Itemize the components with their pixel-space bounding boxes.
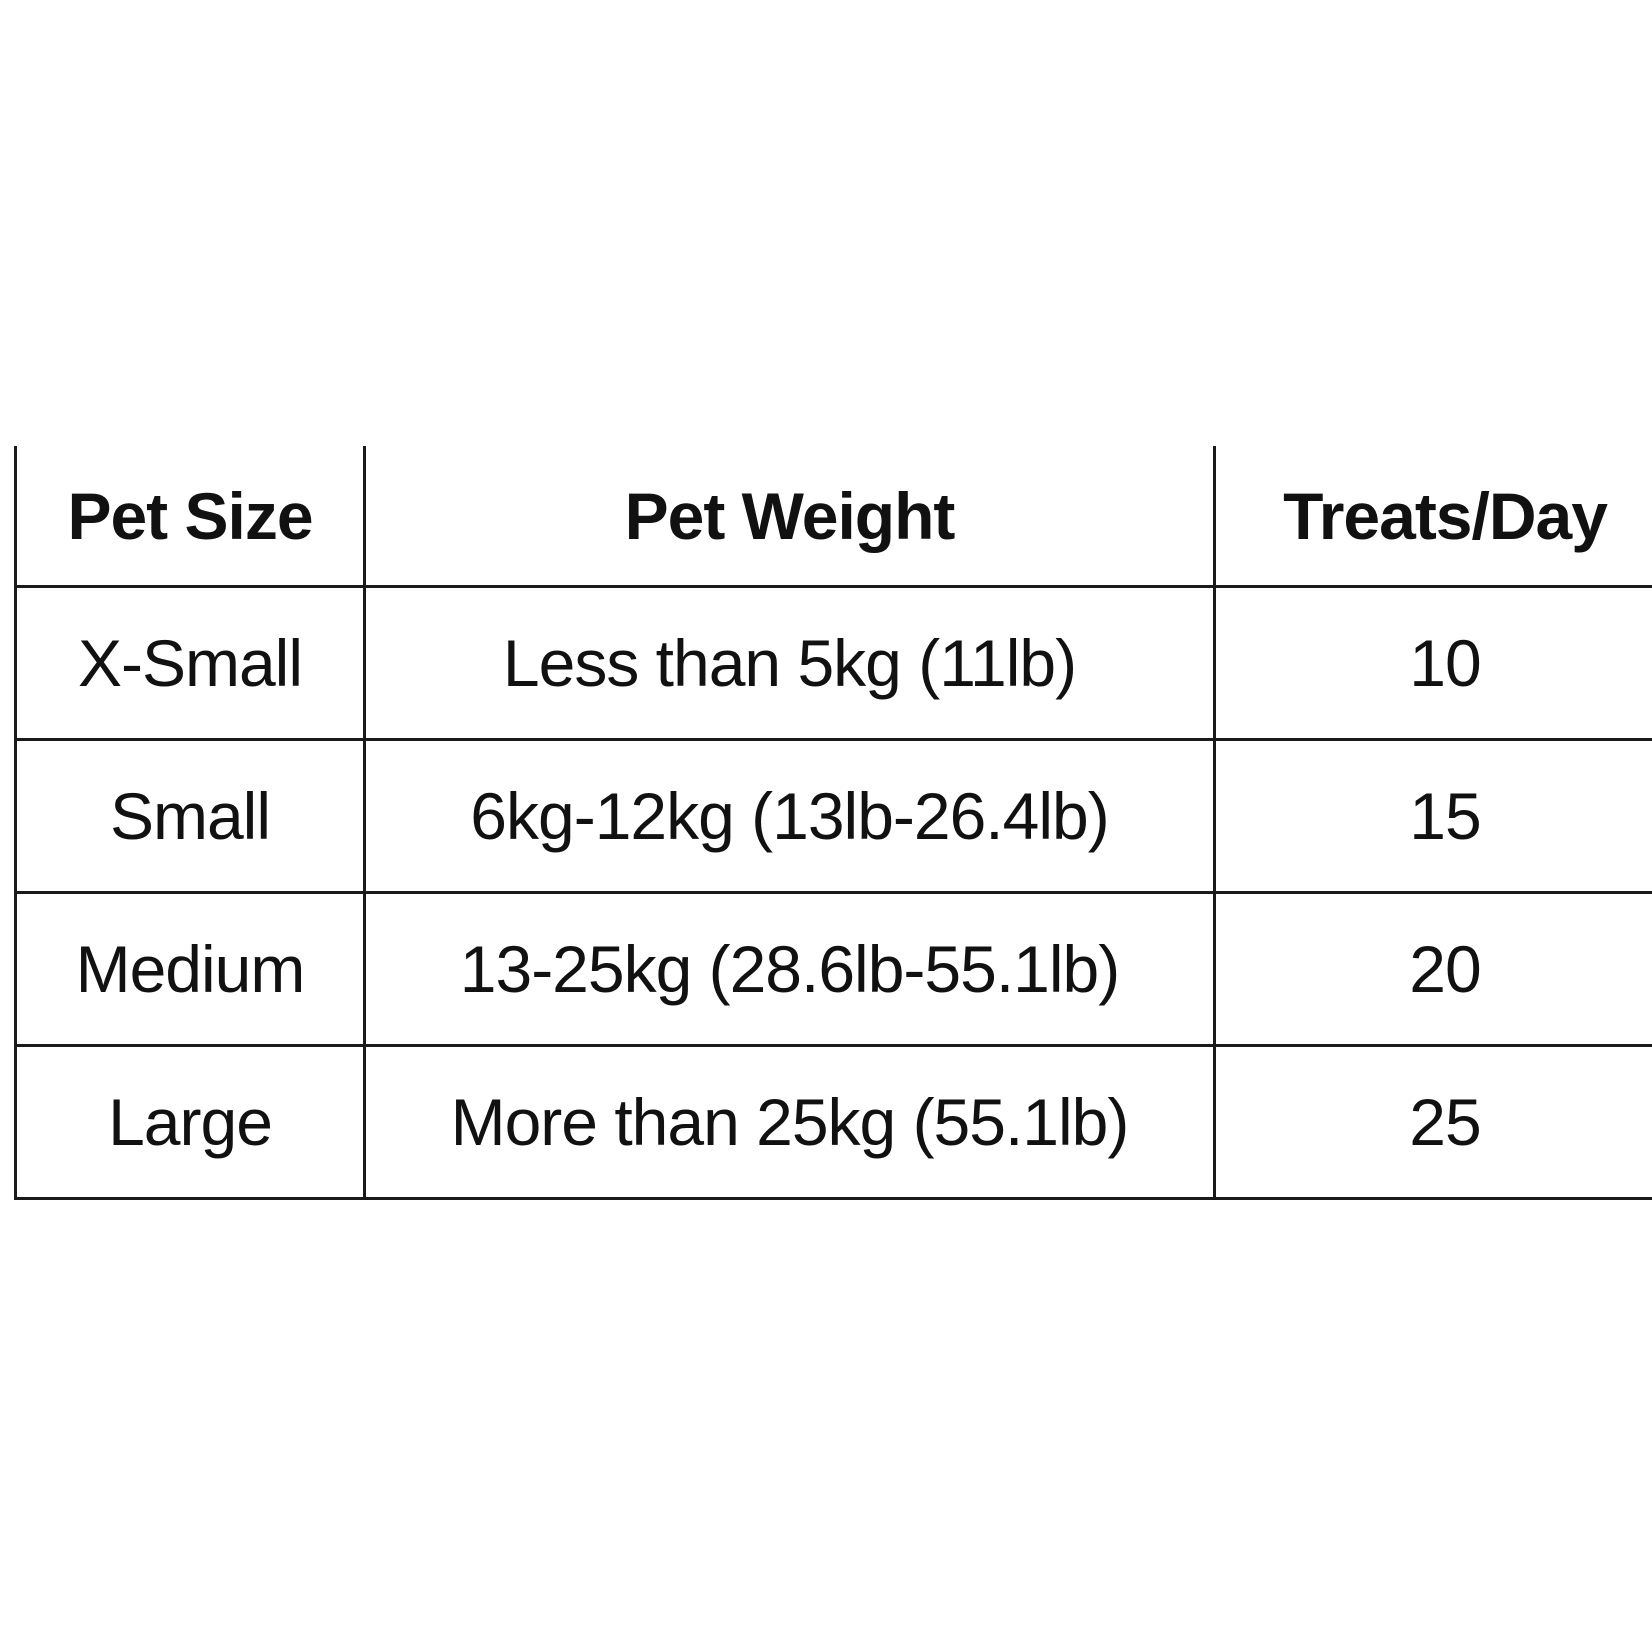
table-row: Small 6kg-12kg (13lb-26.4lb) 15 <box>14 738 1652 894</box>
cell-treats-per-day: 25 <box>1213 1044 1652 1200</box>
table-header-row: Pet Size Pet Weight Treats/Day <box>14 446 1652 588</box>
cell-pet-weight: 13-25kg (28.6lb-55.1lb) <box>363 891 1216 1047</box>
cell-pet-weight: 6kg-12kg (13lb-26.4lb) <box>363 738 1216 894</box>
header-pet-size: Pet Size <box>14 446 366 588</box>
cell-pet-size: X-Small <box>14 585 366 741</box>
cell-pet-weight: Less than 5kg (11lb) <box>363 585 1216 741</box>
cell-pet-size: Large <box>14 1044 366 1200</box>
cell-treats-per-day: 15 <box>1213 738 1652 894</box>
pet-treats-table: Pet Size Pet Weight Treats/Day X-Small L… <box>14 446 1652 1200</box>
cell-pet-size: Small <box>14 738 366 894</box>
cell-pet-weight: More than 25kg (55.1lb) <box>363 1044 1216 1200</box>
cell-treats-per-day: 20 <box>1213 891 1652 1047</box>
header-pet-weight: Pet Weight <box>363 446 1216 588</box>
table-row: Medium 13-25kg (28.6lb-55.1lb) 20 <box>14 891 1652 1047</box>
cell-treats-per-day: 10 <box>1213 585 1652 741</box>
table-row: Large More than 25kg (55.1lb) 25 <box>14 1044 1652 1200</box>
pet-treats-table-container: Pet Size Pet Weight Treats/Day X-Small L… <box>14 446 1652 1202</box>
header-treats-per-day: Treats/Day <box>1213 446 1652 588</box>
table-row: X-Small Less than 5kg (11lb) 10 <box>14 585 1652 741</box>
cell-pet-size: Medium <box>14 891 366 1047</box>
